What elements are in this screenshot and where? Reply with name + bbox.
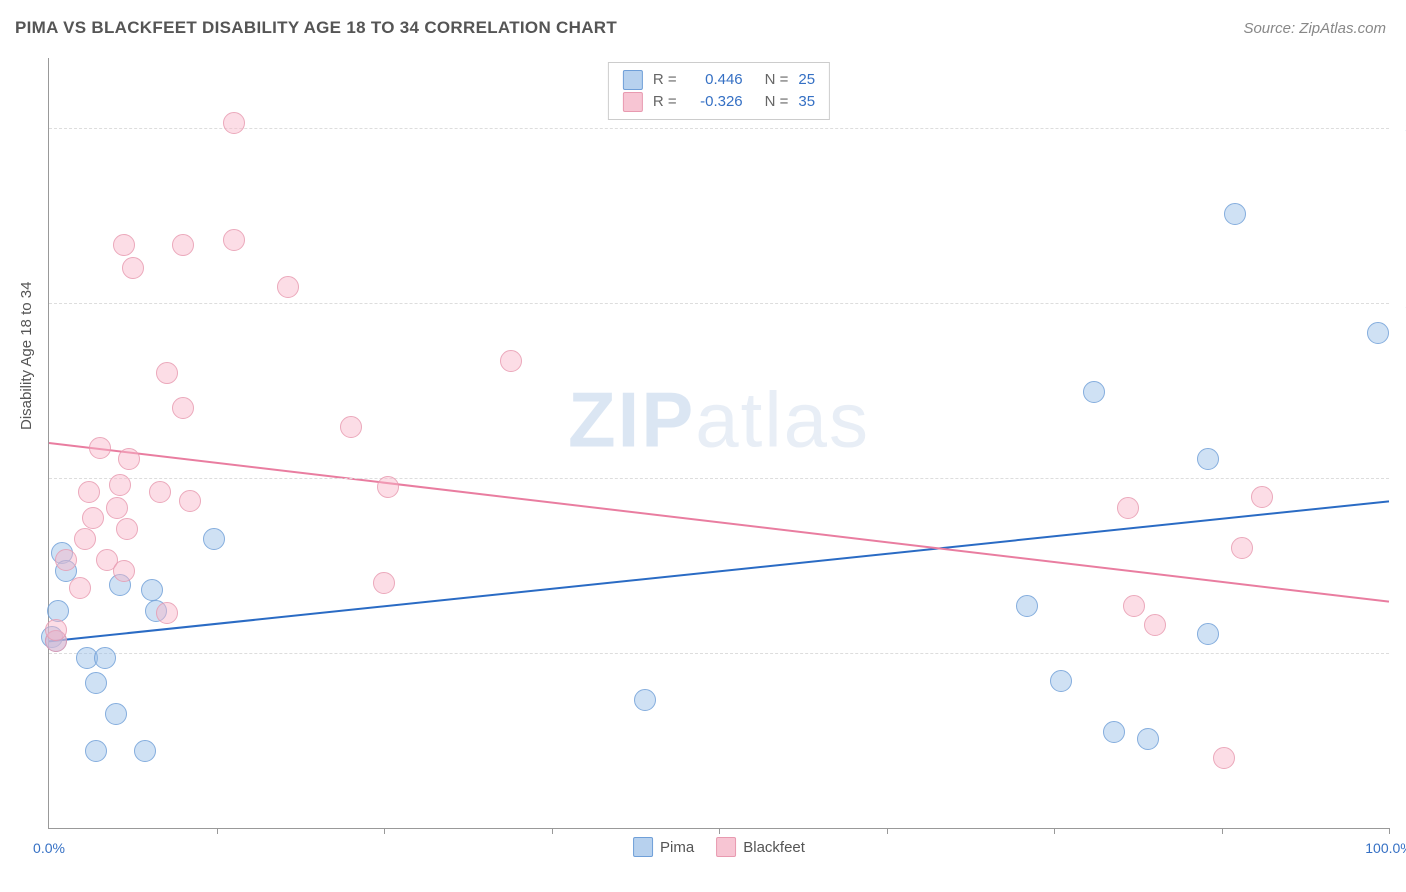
y-tick-label: 22.5%: [1395, 295, 1406, 311]
blackfeet-point: [55, 549, 77, 571]
blackfeet-point: [116, 518, 138, 540]
legend-label: Blackfeet: [743, 839, 805, 856]
pima-point: [1224, 203, 1246, 225]
correlation-legend: R = 0.446 N = 25 R = -0.326 N = 35: [608, 62, 830, 120]
blackfeet-point: [118, 448, 140, 470]
legend-r-label: R =: [653, 69, 677, 91]
pima-point: [1197, 623, 1219, 645]
x-tick-mark: [217, 828, 218, 834]
pima-point: [1050, 670, 1072, 692]
blackfeet-point: [1117, 497, 1139, 519]
gridline: [49, 478, 1389, 479]
pima-point: [1083, 381, 1105, 403]
blackfeet-point: [1144, 614, 1166, 636]
x-tick-mark: [887, 828, 888, 834]
pima-point: [1016, 595, 1038, 617]
blackfeet-point: [156, 362, 178, 384]
source-attribution: Source: ZipAtlas.com: [1243, 20, 1386, 37]
blackfeet-point: [277, 276, 299, 298]
gridline: [49, 303, 1389, 304]
legend-n-value: 35: [798, 91, 815, 113]
blackfeet-point: [69, 577, 91, 599]
blackfeet-point: [109, 474, 131, 496]
pima-point: [141, 579, 163, 601]
pima-point: [1137, 728, 1159, 750]
blackfeet-point: [106, 497, 128, 519]
blackfeet-point: [1251, 486, 1273, 508]
x-tick-mark: [719, 828, 720, 834]
blackfeet-point: [223, 229, 245, 251]
scatter-plot-area: ZIPatlas R =0.446N =25R =-0.326N =35 Pim…: [48, 58, 1389, 829]
blackfeet-point: [340, 416, 362, 438]
legend-swatch: [623, 92, 643, 112]
pima-point: [1367, 322, 1389, 344]
legend-n-value: 25: [798, 69, 815, 91]
blackfeet-point: [172, 234, 194, 256]
blackfeet-point: [377, 476, 399, 498]
pima-point: [94, 647, 116, 669]
pima-point: [134, 740, 156, 762]
blackfeet-point: [223, 112, 245, 134]
blackfeet-point: [172, 397, 194, 419]
blackfeet-point: [1213, 747, 1235, 769]
pima-point: [203, 528, 225, 550]
blackfeet-point: [89, 437, 111, 459]
legend-row-blackfeet: R = -0.326 N = 35: [623, 91, 815, 113]
x-tick-label: 0.0%: [33, 840, 65, 856]
y-tick-label: 7.5%: [1395, 645, 1406, 661]
pima-point: [634, 689, 656, 711]
gridline: [49, 128, 1389, 129]
blackfeet-point: [113, 234, 135, 256]
blackfeet-point: [122, 257, 144, 279]
x-tick-mark: [384, 828, 385, 834]
legend-n-label: N =: [765, 69, 789, 91]
legend-row-pima: R = 0.446 N = 25: [623, 69, 815, 91]
pima-point: [1197, 448, 1219, 470]
blackfeet-point: [149, 481, 171, 503]
legend-swatch: [623, 70, 643, 90]
legend-r-value: -0.326: [687, 91, 743, 113]
legend-swatch: [716, 837, 736, 857]
legend-r-label: R =: [653, 91, 677, 113]
x-tick-label: 100.0%: [1365, 840, 1406, 856]
legend-label: Pima: [660, 839, 694, 856]
x-tick-mark: [552, 828, 553, 834]
legend-item-pima: Pima: [633, 837, 694, 857]
legend-swatch: [633, 837, 653, 857]
legend-n-label: N =: [765, 91, 789, 113]
blackfeet-point: [45, 619, 67, 641]
x-tick-mark: [1054, 828, 1055, 834]
x-tick-mark: [1222, 828, 1223, 834]
blackfeet-point: [82, 507, 104, 529]
series-legend: Pima Blackfeet: [633, 837, 805, 857]
y-tick-label: 30.0%: [1395, 120, 1406, 136]
legend-r-value: 0.446: [687, 69, 743, 91]
blackfeet-point: [500, 350, 522, 372]
pima-point: [105, 703, 127, 725]
blackfeet-point: [1231, 537, 1253, 559]
gridline: [49, 653, 1389, 654]
blackfeet-point: [78, 481, 100, 503]
legend-item-blackfeet: Blackfeet: [716, 837, 805, 857]
blackfeet-point: [74, 528, 96, 550]
x-tick-mark: [1389, 828, 1390, 834]
pima-point: [85, 740, 107, 762]
blackfeet-point: [373, 572, 395, 594]
blackfeet-point: [179, 490, 201, 512]
pima-point: [1103, 721, 1125, 743]
blackfeet-point: [156, 602, 178, 624]
blackfeet-point: [1123, 595, 1145, 617]
trendlines-layer: [49, 58, 1389, 828]
y-axis-label: Disability Age 18 to 34: [18, 282, 35, 430]
blackfeet-point: [113, 560, 135, 582]
pima-point: [85, 672, 107, 694]
chart-title: PIMA VS BLACKFEET DISABILITY AGE 18 TO 3…: [15, 18, 617, 38]
y-tick-label: 15.0%: [1395, 470, 1406, 486]
